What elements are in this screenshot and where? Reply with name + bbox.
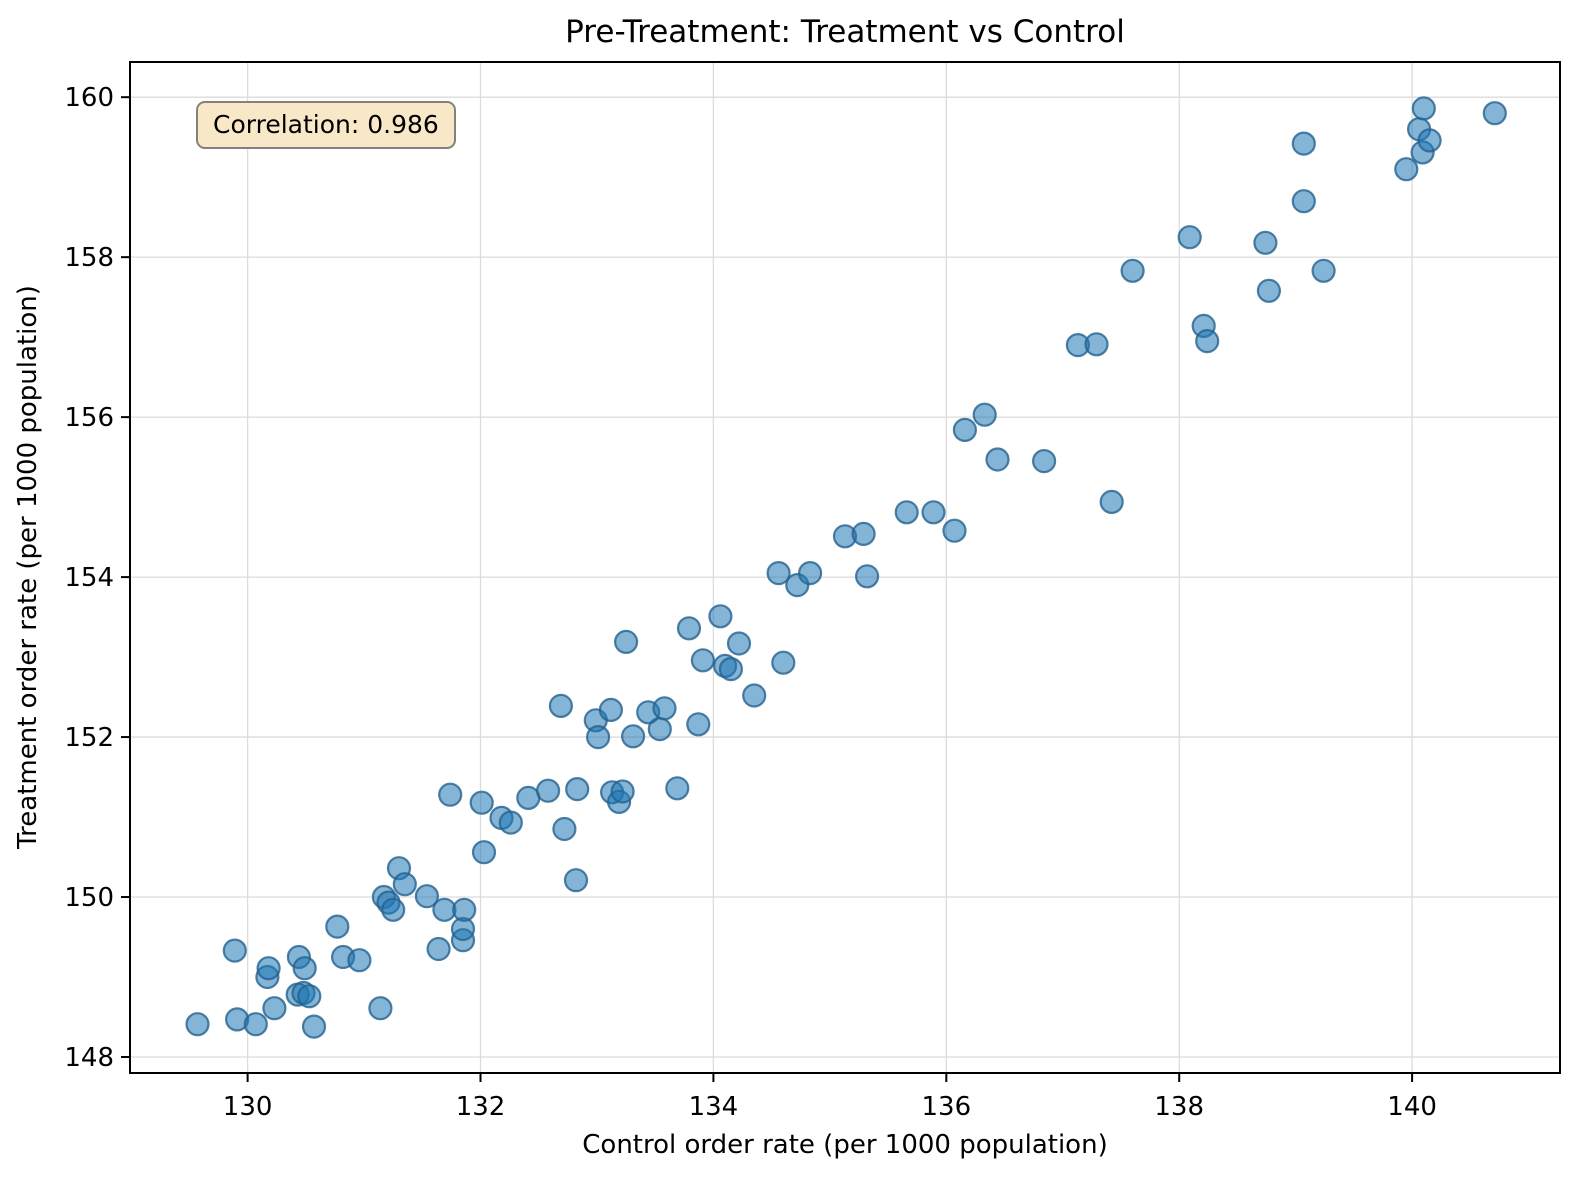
x-tick-label: 130 — [223, 1092, 273, 1122]
scatter-point — [1291, 131, 1316, 156]
scatter-point — [585, 724, 611, 750]
scatter-point — [256, 956, 281, 981]
scatter-point — [1120, 258, 1145, 283]
y-tick-label: 160 — [64, 83, 114, 113]
scatter-point — [438, 782, 463, 807]
scatter-point — [952, 417, 978, 442]
scatter-point — [1195, 329, 1220, 354]
scatter-point — [690, 648, 716, 673]
scatter-point — [613, 629, 639, 655]
scatter-point — [1031, 449, 1057, 474]
scatter-point — [347, 948, 372, 973]
y-tick-label: 154 — [64, 563, 114, 593]
scatter-point — [185, 1012, 210, 1037]
scatter-point — [563, 868, 589, 893]
scatter-point — [262, 996, 287, 1021]
scatter-point — [565, 776, 590, 802]
scatter-point — [1256, 278, 1282, 303]
scatter-point — [471, 840, 497, 865]
scatter-point — [1411, 96, 1436, 121]
scatter-point — [771, 650, 796, 675]
scatter-point — [498, 810, 523, 835]
scatter-point — [851, 521, 876, 547]
x-tick-label: 132 — [456, 1092, 506, 1122]
x-tick-label: 136 — [921, 1092, 971, 1122]
scatter-point — [469, 790, 494, 815]
y-tick-label: 156 — [64, 403, 114, 433]
scatter-point — [610, 779, 635, 804]
scatter-point — [222, 938, 247, 963]
scatter-point — [1311, 258, 1336, 283]
scatter-point — [414, 884, 439, 909]
scatter-point — [985, 447, 1010, 472]
y-tick-label: 158 — [64, 243, 114, 273]
scatter-point — [942, 518, 967, 543]
y-tick-label: 150 — [64, 883, 114, 913]
scatter-point — [652, 696, 677, 721]
scatter-point — [452, 897, 477, 922]
y-axis-label: Treatment order rate (per 1000 populatio… — [13, 285, 43, 849]
scatter-point — [426, 936, 451, 962]
scatter-point — [432, 897, 457, 922]
scatter-point — [1099, 489, 1124, 514]
scatter-point — [1417, 128, 1442, 153]
scatter-point — [894, 500, 919, 525]
correlation-annotation: Correlation: 0.986 — [196, 101, 456, 149]
scatter-point — [726, 631, 752, 656]
x-tick-label: 134 — [689, 1092, 739, 1122]
scatter-point — [381, 897, 406, 922]
x-tick-label: 140 — [1387, 1092, 1437, 1122]
scatter-point — [1253, 230, 1278, 255]
scatter-point — [1394, 157, 1419, 182]
scatter-point — [620, 724, 646, 749]
scatter-point — [718, 656, 744, 682]
scatter-point — [325, 914, 350, 939]
scatter-point — [676, 616, 702, 641]
x-axis-label: Control order rate (per 1000 population) — [582, 1130, 1108, 1160]
y-tick-label: 152 — [64, 723, 114, 753]
scatter-point — [535, 778, 561, 803]
scatter-point — [921, 500, 946, 525]
scatter-point — [1482, 101, 1507, 126]
scatter-point — [368, 996, 393, 1021]
scatter-point — [972, 402, 997, 427]
scatter-point — [1291, 189, 1316, 214]
scatter-point — [301, 1014, 327, 1039]
y-tick-label: 148 — [64, 1043, 114, 1073]
scatter-point — [548, 693, 574, 719]
scatter-point — [766, 560, 791, 586]
plot-border — [129, 61, 1561, 1074]
scatter-point — [665, 776, 690, 801]
scatter-point — [516, 785, 541, 811]
scatter-point — [797, 560, 823, 586]
scatter-point — [1177, 225, 1202, 250]
scatter-point — [854, 564, 880, 589]
scatter-point — [297, 984, 322, 1009]
scatter-point — [552, 816, 577, 842]
scatter-point — [647, 716, 672, 742]
scatter-point — [1084, 332, 1109, 357]
scatter-point — [742, 683, 767, 708]
scatter-point — [708, 604, 733, 629]
scatter-point — [392, 872, 417, 897]
x-tick-label: 138 — [1154, 1092, 1204, 1122]
chart-title: Pre-Treatment: Treatment vs Control — [565, 14, 1125, 50]
scatter-point — [598, 697, 624, 723]
scatter-point — [686, 712, 711, 737]
scatter-point — [243, 1012, 268, 1037]
scatter-point — [292, 956, 317, 981]
